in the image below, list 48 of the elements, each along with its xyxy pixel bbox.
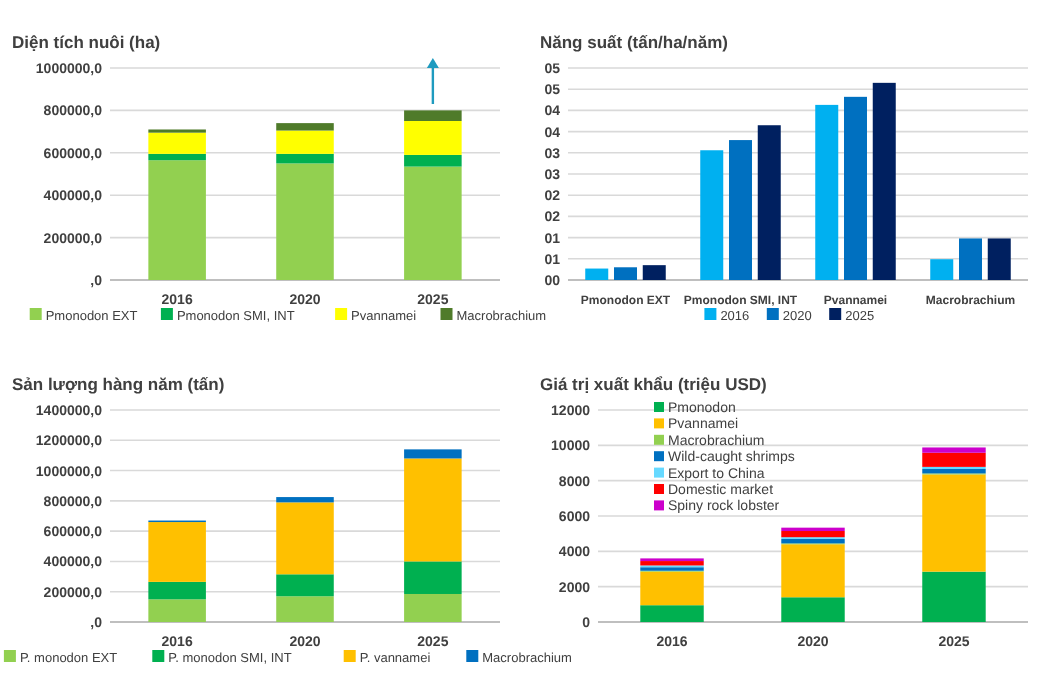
bar (872, 82, 896, 280)
bar (276, 123, 334, 131)
bar (987, 238, 1011, 280)
bar (614, 267, 637, 280)
bar (404, 561, 462, 594)
bar (404, 449, 462, 459)
bar (781, 544, 845, 598)
bar (640, 605, 704, 622)
bar (276, 596, 334, 622)
bar (922, 571, 986, 622)
chart-title: Giá trị xuất khẩu (triệu USD) (540, 374, 768, 394)
bar (148, 581, 206, 600)
bar (276, 153, 334, 164)
bar (922, 474, 986, 572)
bar (148, 160, 206, 280)
bar (276, 502, 334, 575)
bar (729, 140, 752, 280)
bar (959, 238, 982, 280)
bar (585, 268, 609, 280)
bar (781, 531, 845, 538)
bar (276, 574, 334, 597)
bar (700, 150, 724, 280)
bar (781, 538, 845, 544)
bar (148, 153, 206, 161)
bar (757, 125, 781, 280)
bar (276, 497, 334, 503)
bar (148, 599, 206, 622)
bar (922, 452, 986, 467)
bar (815, 104, 839, 280)
bar (404, 593, 462, 622)
bar (642, 265, 666, 280)
bar (404, 154, 462, 167)
bar (148, 522, 206, 582)
bar (844, 96, 867, 280)
bar (640, 571, 704, 606)
bar (404, 110, 462, 121)
bar (404, 458, 462, 562)
bar (922, 447, 986, 453)
bar (404, 166, 462, 280)
chart-title: Sản lượng hàng năm (tấn) (12, 374, 225, 394)
bar (781, 597, 845, 622)
bar (276, 130, 334, 154)
bar (148, 132, 206, 154)
bar (404, 121, 462, 155)
chart-title: Diện tích nuôi (ha) (12, 32, 161, 52)
bar (276, 163, 334, 280)
bar (930, 259, 954, 280)
chart-title: Năng suất (tấn/ha/năm) (540, 32, 729, 52)
